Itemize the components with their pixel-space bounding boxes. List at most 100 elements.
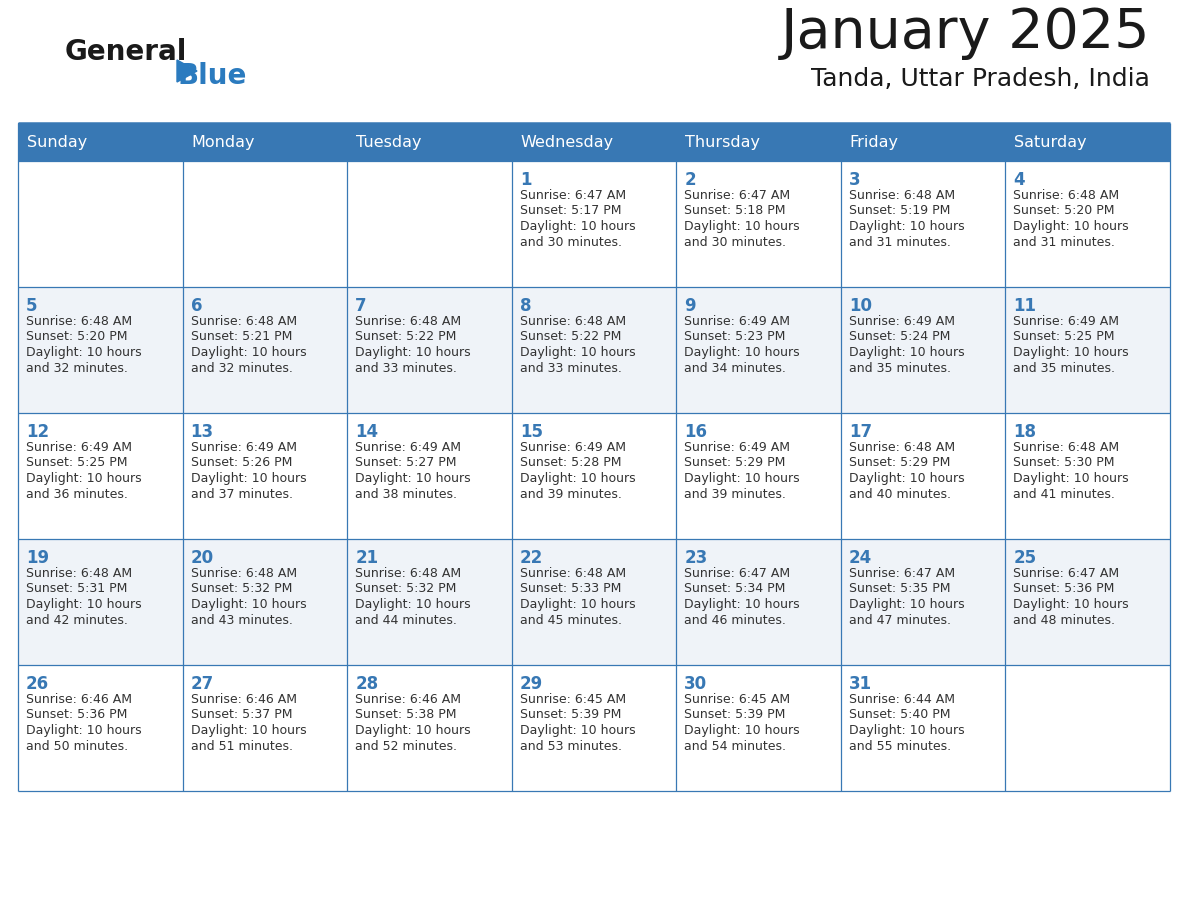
Bar (347, 539, 512, 665)
Text: and 55 minutes.: and 55 minutes. (849, 740, 950, 753)
Bar (183, 287, 347, 413)
Text: 21: 21 (355, 549, 378, 567)
Text: Sunrise: 6:47 AM: Sunrise: 6:47 AM (684, 567, 790, 580)
Text: Sunrise: 6:48 AM: Sunrise: 6:48 AM (355, 567, 461, 580)
Text: Sunset: 5:23 PM: Sunset: 5:23 PM (684, 330, 785, 343)
Text: Daylight: 10 hours: Daylight: 10 hours (849, 724, 965, 737)
Bar (676, 123, 841, 161)
Text: Sunset: 5:24 PM: Sunset: 5:24 PM (849, 330, 950, 343)
Bar (841, 665, 1005, 791)
Bar (841, 413, 1005, 539)
Text: Sunset: 5:33 PM: Sunset: 5:33 PM (519, 583, 621, 596)
Text: 29: 29 (519, 675, 543, 693)
Text: and 33 minutes.: and 33 minutes. (519, 362, 621, 375)
Text: and 40 minutes.: and 40 minutes. (849, 487, 950, 500)
Text: Sunset: 5:29 PM: Sunset: 5:29 PM (684, 456, 785, 469)
Text: Sunset: 5:21 PM: Sunset: 5:21 PM (190, 330, 292, 343)
Text: Daylight: 10 hours: Daylight: 10 hours (190, 598, 307, 611)
Text: Daylight: 10 hours: Daylight: 10 hours (190, 472, 307, 485)
Text: 18: 18 (1013, 423, 1036, 441)
Text: 30: 30 (684, 675, 707, 693)
Text: Sunday: Sunday (27, 135, 87, 150)
Bar (183, 123, 347, 161)
Text: and 52 minutes.: and 52 minutes. (355, 740, 457, 753)
Bar (512, 665, 676, 791)
Text: Sunset: 5:38 PM: Sunset: 5:38 PM (355, 709, 456, 722)
Text: Daylight: 10 hours: Daylight: 10 hours (1013, 220, 1129, 233)
Text: Daylight: 10 hours: Daylight: 10 hours (684, 220, 800, 233)
Text: Sunrise: 6:49 AM: Sunrise: 6:49 AM (519, 441, 626, 454)
Text: Sunrise: 6:49 AM: Sunrise: 6:49 AM (190, 441, 297, 454)
Bar (1005, 287, 1170, 413)
Bar (183, 539, 347, 665)
Text: Sunrise: 6:47 AM: Sunrise: 6:47 AM (684, 189, 790, 202)
Text: 19: 19 (26, 549, 49, 567)
Text: Sunset: 5:36 PM: Sunset: 5:36 PM (26, 709, 127, 722)
Bar (347, 287, 512, 413)
Bar (183, 161, 347, 287)
Text: Daylight: 10 hours: Daylight: 10 hours (1013, 472, 1129, 485)
Text: 5: 5 (26, 297, 38, 315)
Text: Sunrise: 6:48 AM: Sunrise: 6:48 AM (26, 315, 132, 328)
Text: and 30 minutes.: and 30 minutes. (519, 236, 621, 249)
Text: Sunrise: 6:48 AM: Sunrise: 6:48 AM (26, 567, 132, 580)
Text: Sunrise: 6:49 AM: Sunrise: 6:49 AM (1013, 315, 1119, 328)
Text: Daylight: 10 hours: Daylight: 10 hours (849, 346, 965, 359)
Text: Daylight: 10 hours: Daylight: 10 hours (26, 346, 141, 359)
Text: Sunrise: 6:48 AM: Sunrise: 6:48 AM (190, 567, 297, 580)
Text: 24: 24 (849, 549, 872, 567)
Text: Sunrise: 6:49 AM: Sunrise: 6:49 AM (849, 315, 955, 328)
Text: and 35 minutes.: and 35 minutes. (1013, 362, 1116, 375)
Text: 6: 6 (190, 297, 202, 315)
Text: 1: 1 (519, 171, 531, 189)
Text: Sunset: 5:36 PM: Sunset: 5:36 PM (1013, 583, 1114, 596)
Text: Daylight: 10 hours: Daylight: 10 hours (519, 346, 636, 359)
Text: Daylight: 10 hours: Daylight: 10 hours (26, 724, 141, 737)
Text: Sunrise: 6:46 AM: Sunrise: 6:46 AM (26, 693, 132, 706)
Bar (676, 161, 841, 287)
Text: Friday: Friday (849, 135, 899, 150)
Text: Sunrise: 6:47 AM: Sunrise: 6:47 AM (849, 567, 955, 580)
Bar (183, 665, 347, 791)
Text: 10: 10 (849, 297, 872, 315)
Bar (1005, 539, 1170, 665)
Text: Daylight: 10 hours: Daylight: 10 hours (849, 220, 965, 233)
Text: Daylight: 10 hours: Daylight: 10 hours (355, 598, 470, 611)
Text: Sunset: 5:18 PM: Sunset: 5:18 PM (684, 205, 785, 218)
Bar (18, 413, 183, 539)
Text: Sunrise: 6:48 AM: Sunrise: 6:48 AM (849, 441, 955, 454)
Text: General: General (65, 38, 188, 66)
Text: and 35 minutes.: and 35 minutes. (849, 362, 950, 375)
Text: and 30 minutes.: and 30 minutes. (684, 236, 786, 249)
Bar (347, 413, 512, 539)
Text: Tanda, Uttar Pradesh, India: Tanda, Uttar Pradesh, India (811, 67, 1150, 91)
Text: Sunrise: 6:45 AM: Sunrise: 6:45 AM (519, 693, 626, 706)
Bar (512, 287, 676, 413)
Text: 28: 28 (355, 675, 378, 693)
Text: Sunrise: 6:49 AM: Sunrise: 6:49 AM (26, 441, 132, 454)
Text: Daylight: 10 hours: Daylight: 10 hours (519, 220, 636, 233)
Text: Sunrise: 6:49 AM: Sunrise: 6:49 AM (684, 315, 790, 328)
Text: Sunset: 5:19 PM: Sunset: 5:19 PM (849, 205, 950, 218)
Bar (841, 123, 1005, 161)
Text: and 39 minutes.: and 39 minutes. (684, 487, 786, 500)
Text: Daylight: 10 hours: Daylight: 10 hours (190, 724, 307, 737)
Text: Sunrise: 6:44 AM: Sunrise: 6:44 AM (849, 693, 955, 706)
Text: Sunset: 5:39 PM: Sunset: 5:39 PM (684, 709, 785, 722)
Bar (676, 539, 841, 665)
Text: Sunrise: 6:48 AM: Sunrise: 6:48 AM (519, 567, 626, 580)
Bar (347, 161, 512, 287)
Text: Daylight: 10 hours: Daylight: 10 hours (355, 724, 470, 737)
Text: 12: 12 (26, 423, 49, 441)
Text: 23: 23 (684, 549, 708, 567)
Bar (841, 539, 1005, 665)
Bar (18, 665, 183, 791)
Bar (676, 665, 841, 791)
Text: Sunset: 5:29 PM: Sunset: 5:29 PM (849, 456, 950, 469)
Text: Sunset: 5:20 PM: Sunset: 5:20 PM (26, 330, 127, 343)
Text: January 2025: January 2025 (781, 6, 1150, 60)
Text: Daylight: 10 hours: Daylight: 10 hours (849, 598, 965, 611)
Text: Daylight: 10 hours: Daylight: 10 hours (684, 598, 800, 611)
Text: 13: 13 (190, 423, 214, 441)
Text: and 44 minutes.: and 44 minutes. (355, 613, 457, 626)
